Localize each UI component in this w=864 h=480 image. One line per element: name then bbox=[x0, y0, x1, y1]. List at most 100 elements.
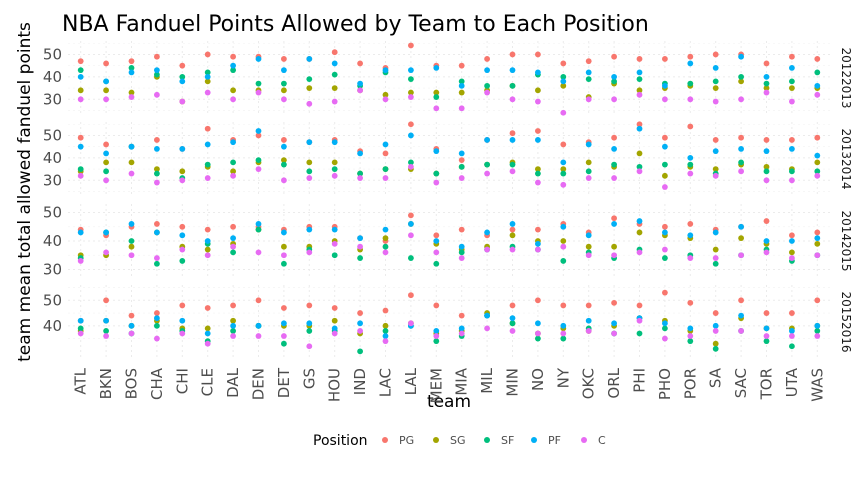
point-c-bkn bbox=[103, 333, 109, 339]
point-pf-mil bbox=[484, 137, 490, 143]
point-pf-sa bbox=[712, 65, 719, 71]
point-sg-cha bbox=[154, 166, 160, 172]
point-sg-chi bbox=[179, 168, 186, 175]
point-pf-den bbox=[255, 56, 262, 62]
point-sf-den bbox=[255, 226, 262, 233]
y-tick-label: 50 bbox=[43, 204, 62, 222]
point-sf-sac bbox=[738, 159, 744, 166]
point-pg-cle bbox=[204, 51, 211, 58]
point-pf-dal bbox=[230, 235, 237, 242]
point-pf-mil bbox=[484, 229, 490, 236]
point-sf-ind bbox=[357, 255, 363, 261]
point-sg-det bbox=[281, 243, 287, 250]
point-sg-ny bbox=[560, 166, 567, 172]
point-c-bos bbox=[128, 252, 135, 259]
legend-label-pf: PF bbox=[548, 434, 561, 447]
chart-title: NBA Fanduel Points Allowed by Team to Ea… bbox=[62, 12, 649, 37]
point-c-hou bbox=[331, 330, 338, 337]
x-tick-label: PHO bbox=[656, 368, 674, 400]
point-pg-was bbox=[814, 56, 821, 62]
point-c-mil bbox=[484, 170, 490, 177]
point-c-det bbox=[281, 177, 287, 184]
point-sg-atl bbox=[77, 87, 84, 94]
point-pg-tor bbox=[763, 218, 770, 224]
panel-20122013: 30 40 50 20122013 bbox=[43, 41, 853, 116]
point-pf-phi bbox=[636, 69, 643, 76]
point-c-no bbox=[535, 330, 541, 337]
point-pg-bkn bbox=[103, 297, 109, 304]
point-c-tor bbox=[763, 249, 770, 256]
point-c-okc bbox=[585, 175, 592, 181]
point-pf-den bbox=[255, 221, 262, 227]
point-c-sa bbox=[712, 98, 719, 105]
point-pf-ny bbox=[560, 223, 567, 230]
point-pg-no bbox=[535, 51, 541, 58]
point-pf-det bbox=[281, 320, 287, 327]
point-pf-no bbox=[535, 69, 541, 76]
point-c-bkn bbox=[103, 96, 109, 103]
point-pg-ny bbox=[560, 302, 567, 309]
point-pg-sac bbox=[738, 297, 744, 304]
point-c-cha bbox=[154, 255, 160, 261]
x-tick-label: ATL bbox=[72, 367, 90, 394]
point-sg-sa bbox=[712, 246, 719, 253]
point-pg-cha bbox=[154, 53, 160, 60]
point-pg-dal bbox=[230, 53, 237, 60]
point-pf-hou bbox=[331, 325, 338, 332]
point-c-pho bbox=[662, 246, 668, 253]
point-pf-gs bbox=[306, 226, 313, 233]
point-pf-lac bbox=[382, 226, 389, 233]
point-pg-sac bbox=[738, 134, 744, 141]
point-pg-chi bbox=[179, 223, 186, 230]
point-pg-orl bbox=[611, 134, 617, 141]
x-tick-label: UTA bbox=[783, 367, 801, 397]
point-c-bos bbox=[128, 330, 135, 337]
point-pf-den bbox=[255, 322, 262, 329]
point-c-ny bbox=[560, 243, 567, 250]
facet-strip-label: 20142015 bbox=[839, 210, 853, 271]
point-pg-mia bbox=[458, 157, 465, 164]
point-pg-orl bbox=[611, 53, 617, 60]
point-pf-okc bbox=[585, 317, 592, 324]
point-c-cha bbox=[154, 335, 160, 342]
point-c-sac bbox=[738, 96, 744, 103]
point-c-okc bbox=[585, 96, 592, 103]
point-sf-hou bbox=[331, 252, 338, 259]
point-pf-lal bbox=[408, 132, 414, 139]
x-tick-label: BKN bbox=[97, 368, 115, 399]
point-pf-hou bbox=[331, 226, 338, 233]
point-c-phi bbox=[636, 317, 643, 324]
x-tick-label: MIN bbox=[504, 368, 522, 397]
point-sf-okc bbox=[585, 76, 592, 83]
point-c-det bbox=[281, 333, 287, 339]
point-pg-lal bbox=[408, 292, 414, 299]
point-pf-hou bbox=[331, 60, 338, 67]
point-c-dal bbox=[230, 333, 237, 339]
point-sf-bkn bbox=[103, 328, 109, 334]
point-c-cha bbox=[154, 91, 160, 98]
point-sg-uta bbox=[789, 249, 795, 256]
point-pf-min bbox=[509, 221, 516, 227]
point-pf-was bbox=[814, 322, 821, 329]
point-pg-phi bbox=[636, 302, 643, 309]
point-sg-ny bbox=[560, 82, 567, 89]
point-pg-cle bbox=[204, 125, 211, 132]
point-pf-lac bbox=[382, 333, 389, 339]
point-sg-phi bbox=[636, 150, 643, 157]
point-pg-por bbox=[687, 299, 694, 306]
point-c-ind bbox=[357, 243, 363, 250]
point-sf-det bbox=[281, 80, 287, 87]
point-pg-por bbox=[687, 53, 694, 60]
point-pf-sa bbox=[712, 322, 719, 329]
point-c-den bbox=[255, 166, 262, 172]
point-sf-mia bbox=[458, 163, 465, 170]
point-sf-gs bbox=[306, 328, 313, 334]
point-pf-min bbox=[509, 67, 516, 74]
point-pf-det bbox=[281, 229, 287, 236]
point-sg-lal bbox=[408, 89, 414, 96]
point-c-mem bbox=[433, 179, 440, 186]
point-pg-cha bbox=[154, 221, 160, 227]
point-c-mil bbox=[484, 89, 490, 96]
point-pf-atl bbox=[77, 73, 84, 80]
point-c-lal bbox=[408, 320, 414, 327]
